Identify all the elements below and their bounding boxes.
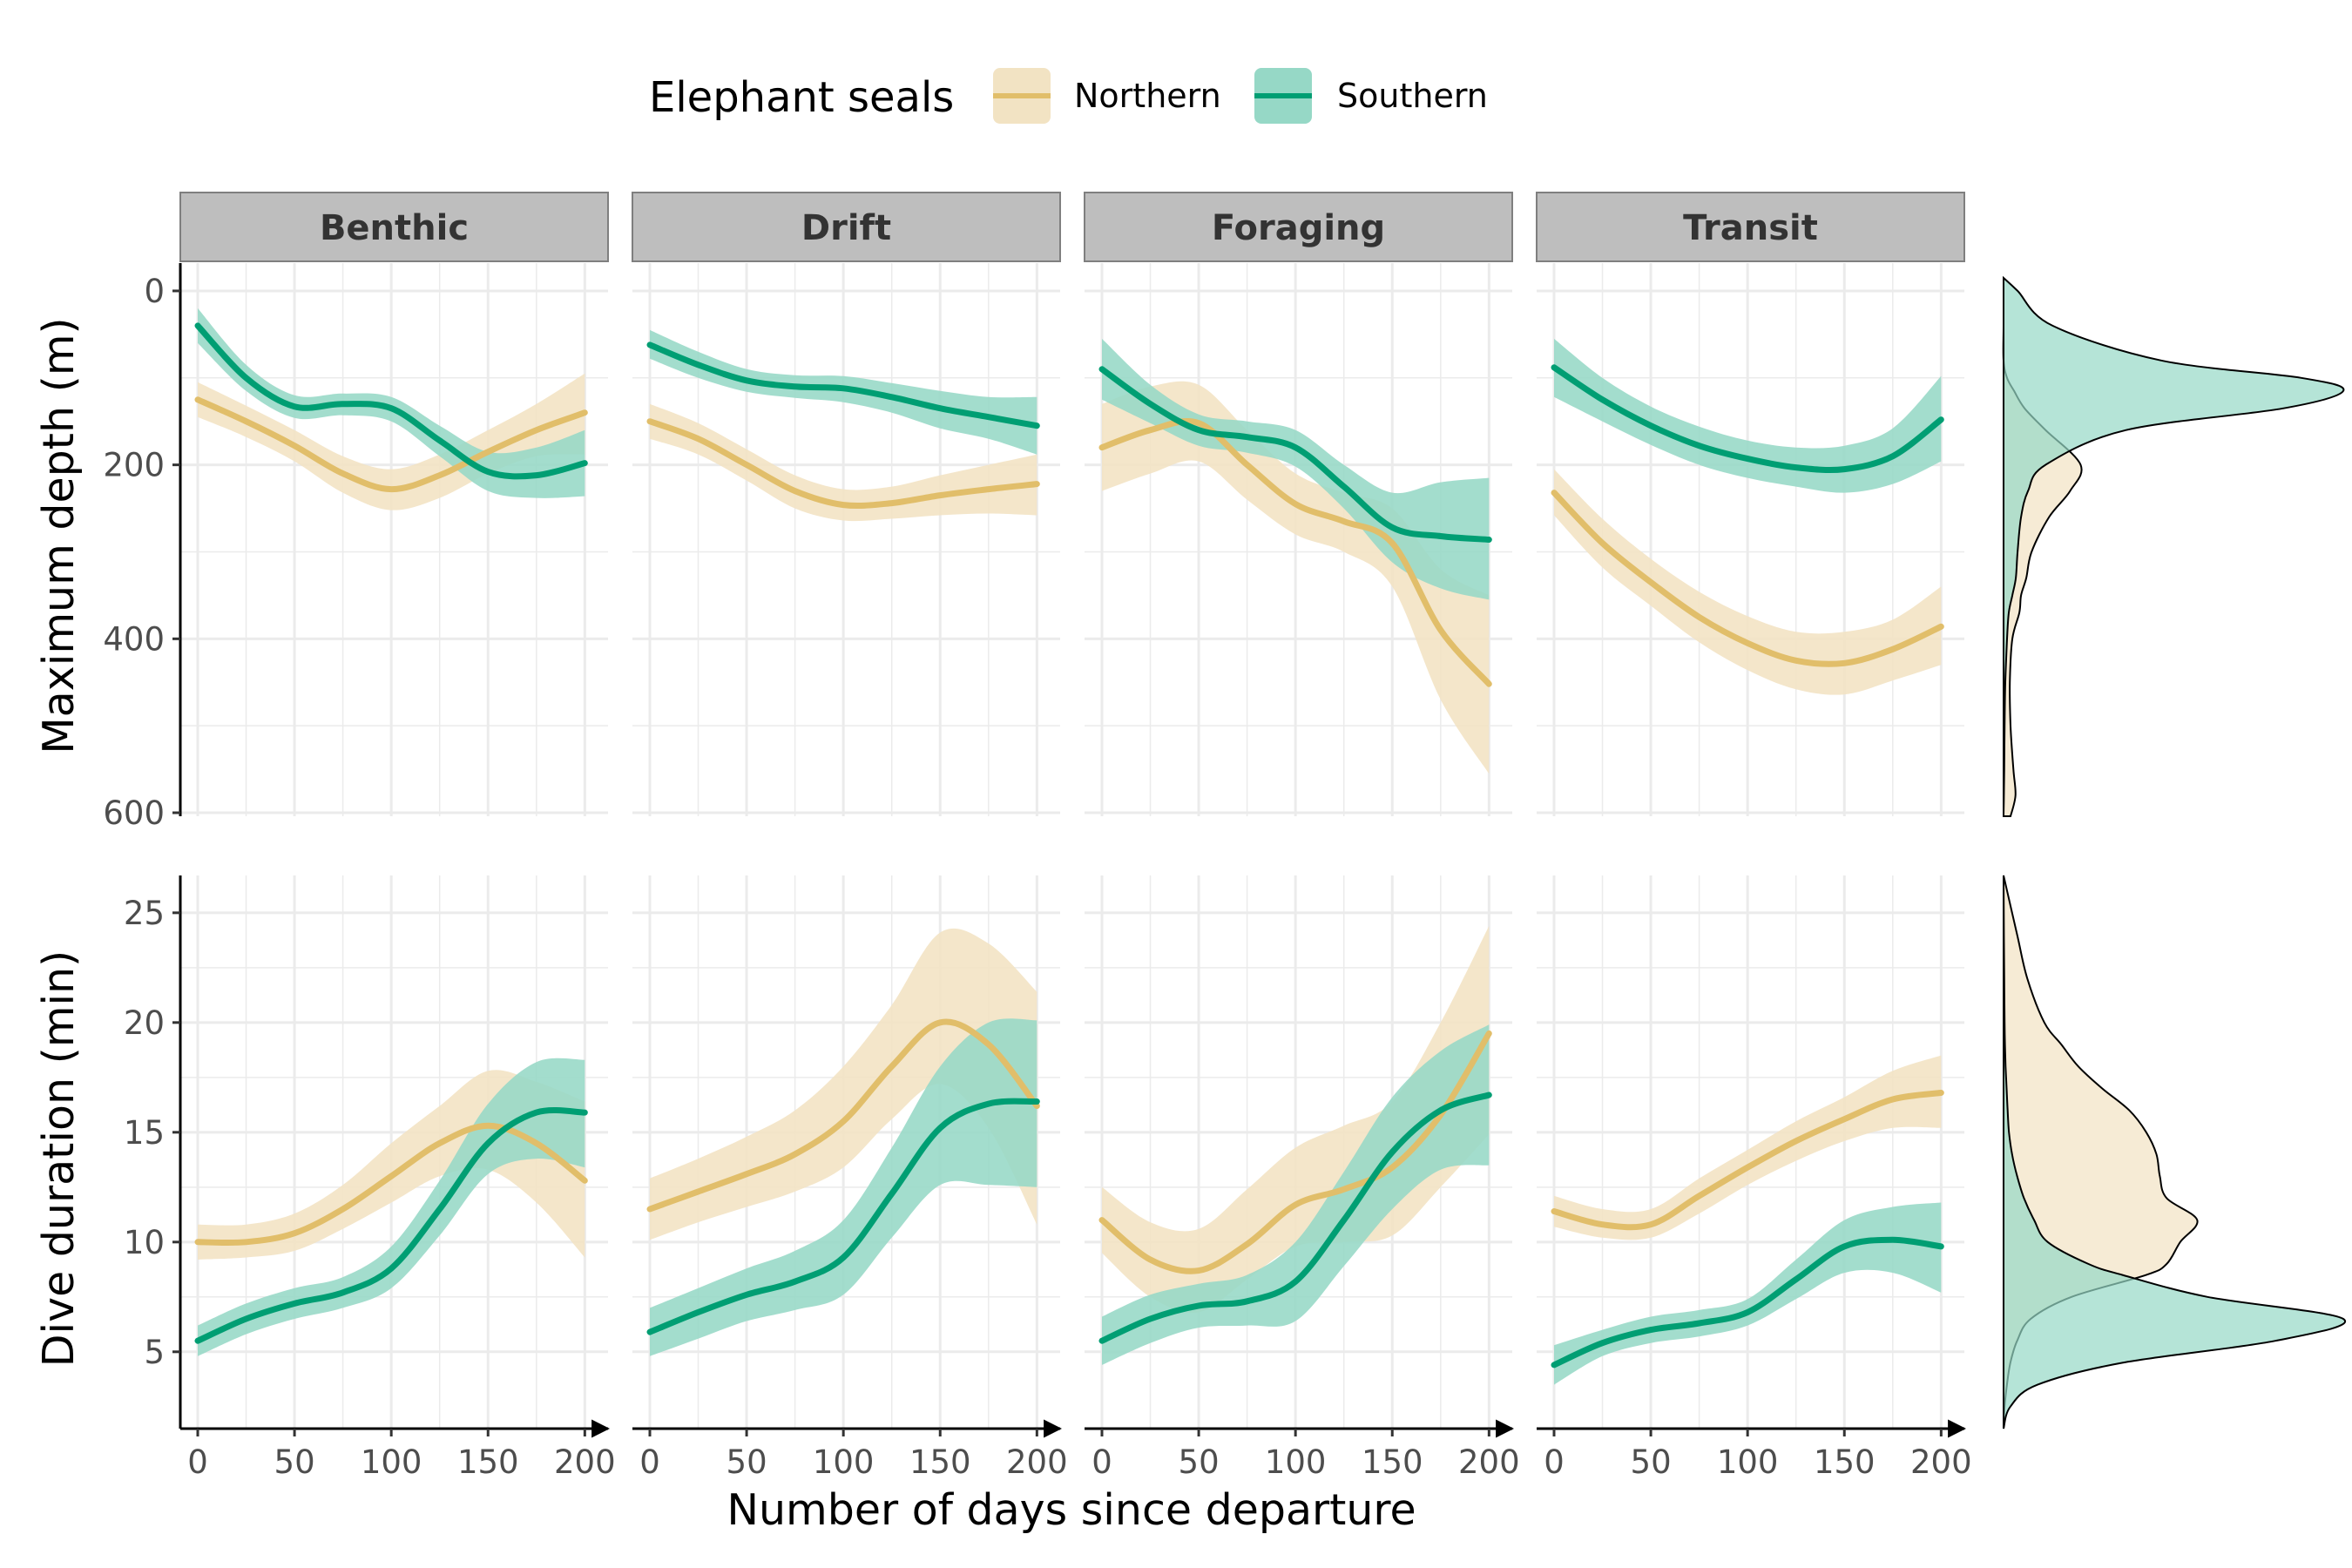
x-tick-label: 200 bbox=[1458, 1443, 1520, 1481]
x-tick-label: 0 bbox=[1544, 1443, 1565, 1481]
panel-duration-transit: 0 50 100 150 200 bbox=[1537, 875, 1972, 1481]
series-line-southern bbox=[1551, 364, 1944, 473]
panel-depth-foraging: Foraging bbox=[1084, 192, 1513, 816]
marginal-density-duration bbox=[2003, 875, 2347, 1429]
panel-duration-foraging: 0 50 100 150 200 bbox=[1085, 875, 1520, 1481]
panel-depth-benthic: Benthic 0 200 400 600 bbox=[103, 192, 609, 832]
series-line-southern bbox=[1098, 1092, 1492, 1344]
x-tick-label: 200 bbox=[1910, 1443, 1972, 1481]
x-tick-label: 150 bbox=[1362, 1443, 1423, 1481]
series-line-northern bbox=[194, 1122, 588, 1247]
ribbon-southern bbox=[1102, 338, 1490, 600]
x-tick-label: 100 bbox=[361, 1443, 422, 1481]
legend: Elephant seals Northern Southern bbox=[649, 68, 1488, 124]
series-line-northern bbox=[194, 396, 588, 493]
legend-item-southern: Southern bbox=[1254, 68, 1488, 124]
facet-label-transit: Transit bbox=[1683, 208, 1818, 248]
legend-title: Elephant seals bbox=[649, 73, 954, 122]
y-tick-label: 400 bbox=[103, 620, 165, 658]
series-line-northern bbox=[1551, 1090, 1944, 1231]
ribbon-northern bbox=[1102, 926, 1490, 1314]
ribbon-northern bbox=[1554, 1055, 1942, 1240]
y-axis-title-depth: Maximum depth (m) bbox=[34, 317, 84, 754]
series-line-northern bbox=[1551, 490, 1944, 667]
x-tick-label: 50 bbox=[1179, 1443, 1220, 1481]
facet-strip-foraging bbox=[1084, 192, 1513, 262]
x-tick-label: 150 bbox=[1814, 1443, 1876, 1481]
series-line-northern bbox=[1098, 1030, 1492, 1274]
ribbon-southern bbox=[198, 1058, 585, 1356]
series-line-northern bbox=[646, 1018, 1040, 1213]
x-tick-label: 150 bbox=[457, 1443, 519, 1481]
ribbon-southern bbox=[1554, 338, 1942, 493]
ribbon-southern bbox=[1102, 1024, 1490, 1365]
series-line-southern bbox=[1551, 1236, 1944, 1369]
panel-depth-drift: Drift bbox=[632, 192, 1061, 816]
legend-item-northern: Northern bbox=[993, 68, 1221, 124]
density-southern bbox=[2003, 275, 2345, 817]
ribbon-southern bbox=[650, 1018, 1037, 1356]
series-line-northern bbox=[1098, 418, 1492, 687]
x-tick-label: 200 bbox=[1006, 1443, 1068, 1481]
y-tick-label: 0 bbox=[144, 273, 165, 310]
x-tick-label: 50 bbox=[274, 1443, 315, 1481]
facet-strip-drift bbox=[632, 192, 1061, 262]
x-tick-label: 0 bbox=[187, 1443, 208, 1481]
facet-label-benthic: Benthic bbox=[320, 208, 469, 248]
x-tick-label: 50 bbox=[1631, 1443, 1672, 1481]
ribbon-northern bbox=[650, 403, 1037, 522]
series-line-southern bbox=[646, 1098, 1040, 1335]
x-tick-label: 100 bbox=[1717, 1443, 1779, 1481]
x-tick-label: 200 bbox=[554, 1443, 616, 1481]
facet-label-foraging: Foraging bbox=[1212, 208, 1385, 248]
x-tick-label: 0 bbox=[1092, 1443, 1112, 1481]
y-axis-title-duration: Dive duration (min) bbox=[34, 950, 84, 1367]
x-tick-label: 50 bbox=[727, 1443, 767, 1481]
y-tick-label: 10 bbox=[124, 1224, 165, 1261]
x-axis-title: Number of days since departure bbox=[727, 1485, 1416, 1535]
x-tick-label: 0 bbox=[639, 1443, 660, 1481]
facet-strip-benthic bbox=[179, 192, 609, 262]
y-tick-label: 20 bbox=[124, 1004, 165, 1042]
panel-depth-transit: Transit bbox=[1536, 192, 1965, 816]
marginal-density-depth bbox=[2002, 275, 2345, 817]
density-southern bbox=[2003, 875, 2347, 1429]
y-tick-label: 25 bbox=[124, 895, 165, 932]
ribbon-northern bbox=[1554, 469, 1942, 695]
facet-strip-transit bbox=[1536, 192, 1965, 262]
ribbon-northern bbox=[650, 928, 1037, 1240]
x-tick-label: 100 bbox=[1265, 1443, 1327, 1481]
ribbon-southern bbox=[650, 329, 1037, 455]
panel-duration-benthic: 5 10 15 20 25 0 50 100 150 200 bbox=[124, 875, 616, 1481]
facet-label-drift: Drift bbox=[801, 208, 891, 248]
series-line-southern bbox=[194, 322, 588, 480]
series-line-southern bbox=[1098, 366, 1492, 543]
y-tick-label: 200 bbox=[103, 447, 165, 484]
legend-label-northern: Northern bbox=[1074, 77, 1221, 115]
series-line-northern bbox=[646, 418, 1040, 510]
y-tick-label: 600 bbox=[103, 794, 165, 832]
ribbon-southern bbox=[198, 308, 585, 498]
series-line-southern bbox=[646, 341, 1040, 429]
panel-duration-drift: 0 50 100 150 200 bbox=[632, 875, 1068, 1481]
series-line-southern bbox=[194, 1107, 588, 1344]
y-tick-label: 15 bbox=[124, 1114, 165, 1152]
legend-label-southern: Southern bbox=[1337, 77, 1488, 115]
x-tick-label: 100 bbox=[813, 1443, 875, 1481]
y-tick-label: 5 bbox=[144, 1334, 165, 1371]
x-tick-label: 150 bbox=[909, 1443, 971, 1481]
